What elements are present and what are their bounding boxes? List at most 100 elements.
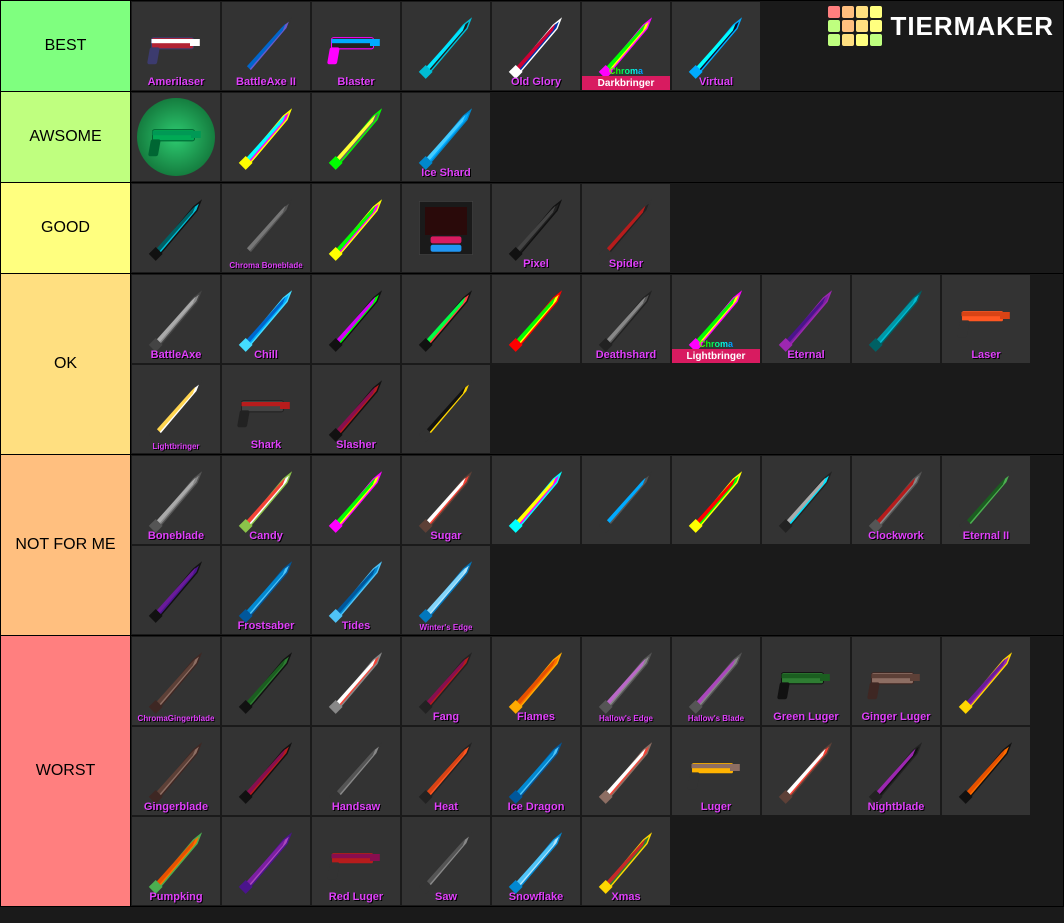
item-label: Gingerblade bbox=[132, 802, 220, 815]
tier-item[interactable]: Winter's Edge bbox=[402, 546, 490, 634]
tier-item[interactable] bbox=[402, 184, 490, 272]
tier-item[interactable]: ChromaDarkbringer bbox=[582, 2, 670, 90]
tier-item[interactable]: Saw bbox=[402, 817, 490, 905]
item-label: Ginger Luger bbox=[852, 712, 940, 725]
tier-item[interactable]: Flames bbox=[492, 637, 580, 725]
tier-label: AWSOME bbox=[1, 92, 131, 182]
tier-item[interactable] bbox=[132, 546, 220, 634]
tier-item[interactable]: Chroma Boneblade bbox=[222, 184, 310, 272]
tier-item[interactable]: Xmas bbox=[582, 817, 670, 905]
tier-item[interactable]: Red Luger bbox=[312, 817, 400, 905]
tier-item[interactable]: Frostsaber bbox=[222, 546, 310, 634]
tier-item[interactable] bbox=[312, 275, 400, 363]
item-label: Luger bbox=[672, 802, 760, 815]
tier-item[interactable]: Heat bbox=[402, 727, 490, 815]
tier-item[interactable]: Lightbringer bbox=[132, 365, 220, 453]
item-visual bbox=[222, 817, 310, 905]
tier-item[interactable]: Luger bbox=[672, 727, 760, 815]
item-visual bbox=[222, 93, 310, 181]
tier-item[interactable]: Hallow's Blade bbox=[672, 637, 760, 725]
tier-item[interactable]: BattleAxe II bbox=[222, 2, 310, 90]
item-label: BattleAxe II bbox=[222, 77, 310, 90]
tier-item[interactable] bbox=[132, 184, 220, 272]
tier-item[interactable] bbox=[492, 275, 580, 363]
tier-item[interactable]: Gingerblade bbox=[132, 727, 220, 815]
watermark-grid bbox=[828, 6, 882, 46]
tier-item[interactable]: Ice Dragon bbox=[492, 727, 580, 815]
item-visual bbox=[762, 727, 850, 815]
tier-item[interactable] bbox=[132, 93, 220, 181]
tier-item[interactable]: Slasher bbox=[312, 365, 400, 453]
tier-item[interactable] bbox=[762, 727, 850, 815]
tier-item[interactable]: Spider bbox=[582, 184, 670, 272]
tier-items: BattleAxe Chill bbox=[131, 274, 1063, 454]
tier-item[interactable] bbox=[402, 2, 490, 90]
tier-item[interactable]: Ginger Luger bbox=[852, 637, 940, 725]
tier-item[interactable] bbox=[312, 637, 400, 725]
tier-item[interactable]: Ice Shard bbox=[402, 93, 490, 181]
tier-item[interactable]: Hallow's Edge bbox=[582, 637, 670, 725]
item-label: Hallow's Edge bbox=[582, 715, 670, 725]
tier-item[interactable] bbox=[222, 637, 310, 725]
tier-item[interactable]: Pixel bbox=[492, 184, 580, 272]
item-visual bbox=[132, 93, 220, 181]
tier-item[interactable] bbox=[672, 456, 760, 544]
tier-item[interactable]: Clockwork bbox=[852, 456, 940, 544]
tier-item[interactable]: Green Luger bbox=[762, 637, 850, 725]
tier-item[interactable] bbox=[402, 365, 490, 453]
tier-item[interactable]: Pumpking bbox=[132, 817, 220, 905]
tier-item[interactable] bbox=[222, 817, 310, 905]
tier-label: WORST bbox=[1, 636, 131, 906]
tier-item[interactable]: Deathshard bbox=[582, 275, 670, 363]
tier-item[interactable] bbox=[312, 93, 400, 181]
item-label: Hallow's Blade bbox=[672, 715, 760, 725]
item-label: Eternal II bbox=[942, 531, 1030, 544]
item-visual bbox=[672, 637, 760, 725]
tier-item[interactable]: Old Glory bbox=[492, 2, 580, 90]
tier-item[interactable]: ChromaLightbringer bbox=[672, 275, 760, 363]
item-label: Boneblade bbox=[132, 531, 220, 544]
tier-label: NOT FOR ME bbox=[1, 455, 131, 635]
tier-item[interactable] bbox=[312, 456, 400, 544]
item-label: Ice Dragon bbox=[492, 802, 580, 815]
tier-item[interactable]: ChromaGingerblade bbox=[132, 637, 220, 725]
item-label: Fang bbox=[402, 712, 490, 725]
tier-item[interactable]: BattleAxe bbox=[132, 275, 220, 363]
tier-item[interactable]: Blaster bbox=[312, 2, 400, 90]
item-label: Deathshard bbox=[582, 350, 670, 363]
tier-item[interactable]: Boneblade bbox=[132, 456, 220, 544]
item-visual bbox=[312, 93, 400, 181]
tier-item[interactable] bbox=[492, 456, 580, 544]
item-visual bbox=[402, 546, 490, 634]
tier-item[interactable]: Eternal bbox=[762, 275, 850, 363]
tier-item[interactable] bbox=[582, 456, 670, 544]
tier-item[interactable]: Tides bbox=[312, 546, 400, 634]
tier-item[interactable] bbox=[852, 275, 940, 363]
tier-item[interactable]: Candy bbox=[222, 456, 310, 544]
item-label: Blaster bbox=[312, 77, 400, 90]
tier-item[interactable]: Nightblade bbox=[852, 727, 940, 815]
tier-item[interactable]: Sugar bbox=[402, 456, 490, 544]
tier-item[interactable] bbox=[942, 637, 1030, 725]
tier-item[interactable]: Shark bbox=[222, 365, 310, 453]
tier-item[interactable] bbox=[762, 456, 850, 544]
tier-item[interactable] bbox=[222, 93, 310, 181]
tier-item[interactable] bbox=[942, 727, 1030, 815]
tier-item[interactable]: Fang bbox=[402, 637, 490, 725]
tier-item[interactable]: Virtual bbox=[672, 2, 760, 90]
item-visual bbox=[582, 637, 670, 725]
tier-item[interactable]: Amerilaser bbox=[132, 2, 220, 90]
tier-label: OK bbox=[1, 274, 131, 454]
tier-item[interactable]: Laser bbox=[942, 275, 1030, 363]
tier-item[interactable] bbox=[402, 275, 490, 363]
tier-item[interactable] bbox=[312, 184, 400, 272]
tier-item[interactable]: Chill bbox=[222, 275, 310, 363]
tier-item[interactable]: Eternal II bbox=[942, 456, 1030, 544]
item-visual bbox=[132, 546, 220, 634]
tier-item[interactable]: Snowflake bbox=[492, 817, 580, 905]
item-label: Red Luger bbox=[312, 892, 400, 905]
chroma-tag: Chroma bbox=[582, 66, 670, 76]
tier-item[interactable] bbox=[222, 727, 310, 815]
tier-item[interactable] bbox=[582, 727, 670, 815]
tier-item[interactable]: Handsaw bbox=[312, 727, 400, 815]
